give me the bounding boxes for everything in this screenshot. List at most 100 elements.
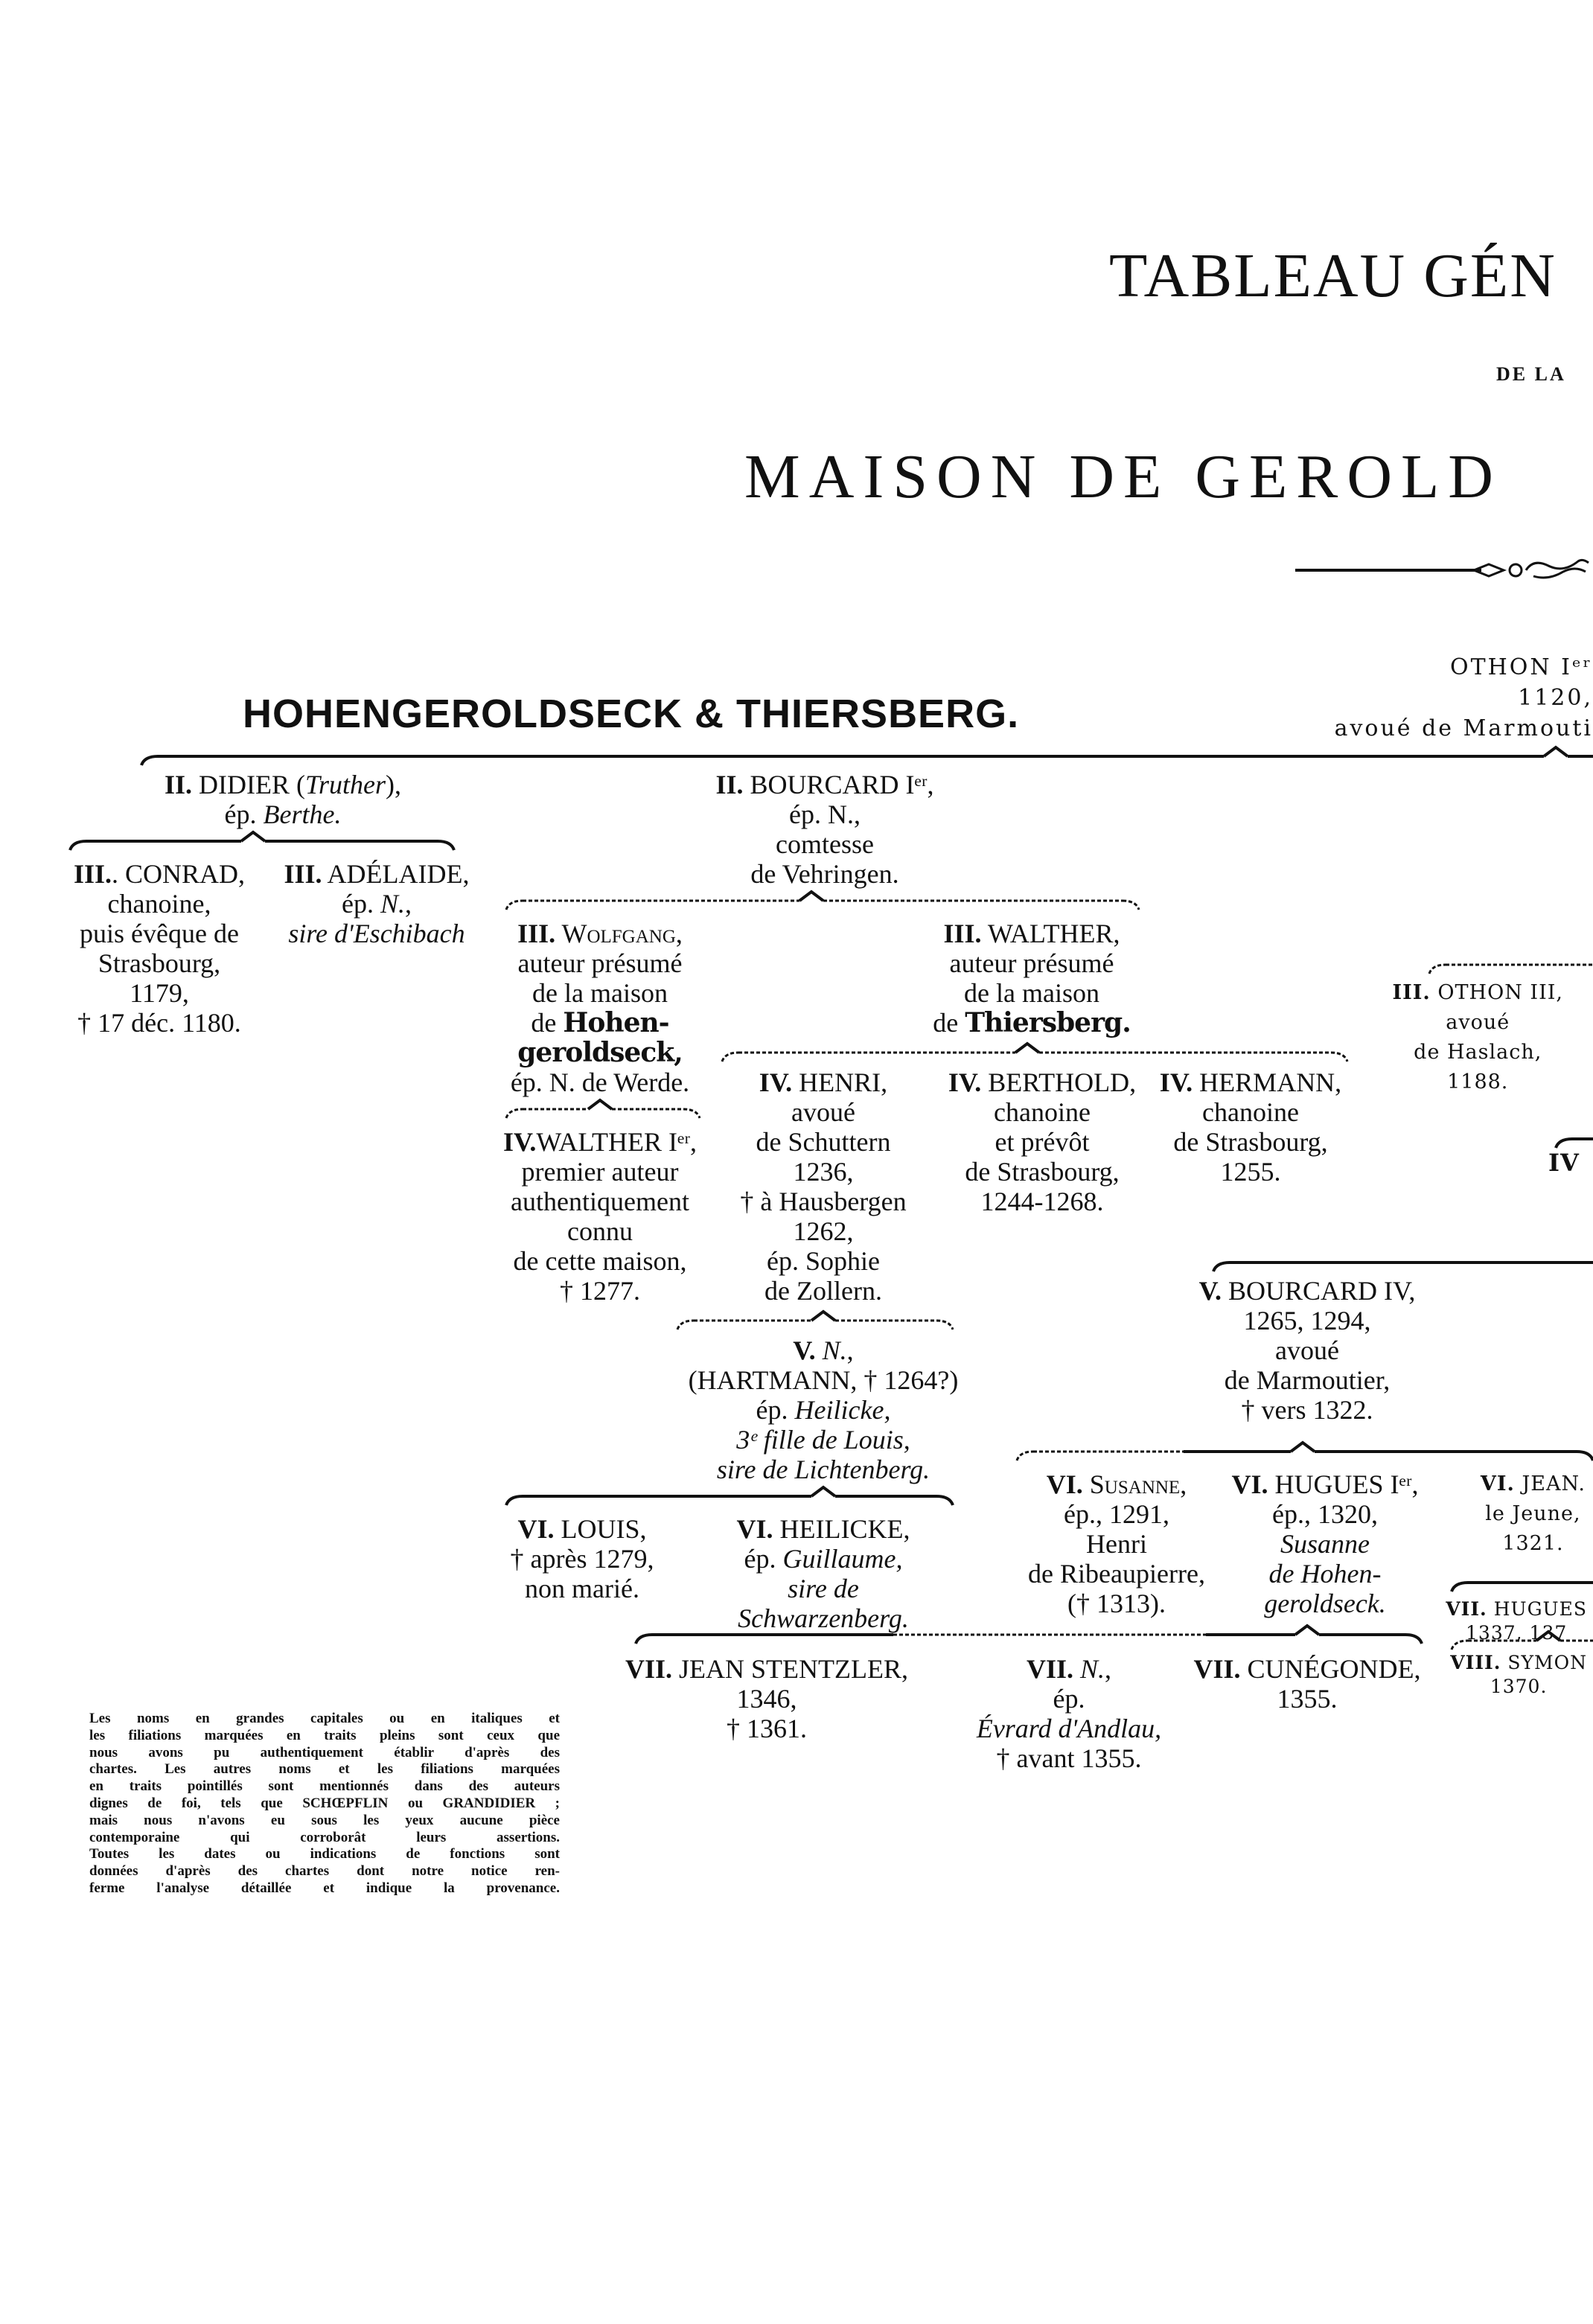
node-text: HEILICKE, xyxy=(773,1514,910,1544)
node-text: VI. xyxy=(1480,1472,1515,1495)
node-line: 1188. xyxy=(1447,1070,1509,1094)
title-connector: DE LA xyxy=(1496,363,1566,385)
node-text: ép. xyxy=(224,799,264,829)
node-line: ép. Heilicke, xyxy=(689,1395,959,1425)
bracket-vii-peak xyxy=(1294,1624,1321,1636)
node-line: ép. N., xyxy=(284,889,470,919)
node-line: ép. Sophie xyxy=(767,1246,880,1276)
node-text: DIDIER ( xyxy=(192,770,305,799)
bracket-henri-end xyxy=(676,1319,695,1330)
bracket-vn-end xyxy=(505,1495,523,1506)
node-line: premier auteur xyxy=(521,1157,679,1187)
node-text: OTHON III, xyxy=(1430,981,1563,1004)
node-text: Hohen- xyxy=(563,1007,669,1038)
node-text: ép. xyxy=(756,1395,795,1425)
node-line: authentiquement xyxy=(511,1187,689,1216)
node-line: VI. JEAN. xyxy=(1481,1469,1586,1499)
node-line: de la maison xyxy=(532,978,668,1008)
node-line: ép. Guillaume, xyxy=(737,1544,910,1574)
node-text: IV. xyxy=(1159,1067,1193,1097)
bracket-henri-end xyxy=(936,1319,954,1330)
node-text: HUGUES Iᵉʳ, xyxy=(1268,1469,1419,1499)
bracket-vii-end xyxy=(634,1633,653,1644)
node-line: † 17 déc. 1180. xyxy=(77,1008,241,1038)
node-line: ép. N., xyxy=(789,799,861,829)
node-line: connu xyxy=(567,1216,633,1246)
node-didier: II. DIDIER (Truther), ép. Berthe. xyxy=(165,770,401,829)
node-line: VII. JEAN STENTZLER, xyxy=(625,1654,908,1684)
node-line: puis évêque de xyxy=(80,919,239,948)
footnote-line: ferme l'analyse détaillée et indique la … xyxy=(89,1880,560,1896)
page-title: TABLEAU GÉN xyxy=(1109,241,1557,310)
node-line: 1236, xyxy=(793,1157,854,1187)
node-text: , xyxy=(846,1335,854,1365)
node-line: de Zollern. xyxy=(764,1276,882,1306)
bracket-bourcard4-peak xyxy=(1289,1440,1316,1453)
node-louis: VI. LOUIS, † après 1279, non marié. xyxy=(511,1514,654,1603)
ornament-diamond xyxy=(1470,563,1507,578)
node-line: VI. LOUIS, xyxy=(511,1514,654,1544)
node-text xyxy=(816,1335,823,1365)
node-line: IV. BERTHOLD, xyxy=(948,1067,1136,1097)
node-hermann: IV. HERMANN, chanoine de Strasbourg, 1255. xyxy=(1160,1067,1341,1187)
node-text: sire de xyxy=(788,1574,859,1603)
bracket-didier-end xyxy=(68,840,87,851)
node-line: sire d'Eschibach xyxy=(284,919,470,948)
node-text: VII. xyxy=(625,1654,673,1684)
node-line: (HARTMANN, † 1264?) xyxy=(688,1365,959,1395)
node-line: III.. CONRAD, xyxy=(74,859,245,889)
node-line: de Thiersberg. xyxy=(933,1008,1131,1038)
node-line: auteur présumé xyxy=(517,948,683,978)
node-line: de cette maison, xyxy=(513,1246,687,1276)
bracket-walther-peak xyxy=(1014,1041,1041,1054)
node-line: VI. HUGUES Iᵉʳ, xyxy=(1231,1469,1418,1499)
node-line: Henri xyxy=(1086,1529,1147,1559)
node-line: le Jeune, xyxy=(1485,1502,1581,1525)
node-line: 1265, 1294, xyxy=(1243,1306,1371,1335)
node-line: 1355. xyxy=(1277,1684,1338,1714)
node-text: Truther xyxy=(304,770,386,799)
node-line: de Schuttern xyxy=(756,1127,891,1157)
bracket-symon-end xyxy=(1450,1639,1469,1650)
node-line: de Ribeaupierre, xyxy=(1028,1559,1205,1589)
node-text: BOURCARD Iᵉʳ, xyxy=(743,770,934,799)
node-text: N. xyxy=(1080,1654,1105,1684)
node-text: II. xyxy=(164,770,193,799)
node-line: III. Wolfgang, xyxy=(511,919,689,948)
node-line: († 1313). xyxy=(1067,1589,1166,1618)
node-line: chanoine xyxy=(1202,1097,1299,1127)
node-jean-stentzler: VII. JEAN STENTZLER, 1346, † 1361. xyxy=(625,1654,908,1743)
node-wolfgang: III. Wolfgang, auteur présumé de la maison… xyxy=(511,919,689,1097)
node-line: ép., 1291, xyxy=(1064,1499,1169,1529)
footnote-line: chartes. Les autres noms et les filiatio… xyxy=(89,1761,560,1778)
node-text: CUNÉGONDE, xyxy=(1240,1654,1421,1684)
node-text: Wolfgang, xyxy=(555,919,683,948)
bracket-main-end xyxy=(140,755,159,766)
node-text: WALTHER, xyxy=(981,919,1120,948)
node-line: geroldseck, xyxy=(511,1038,689,1067)
node-text: geroldseck. xyxy=(1264,1589,1386,1618)
footnote-line: dignes de foi, tels que SCHŒPFLIN ou GRA… xyxy=(89,1795,560,1811)
ornament-scroll xyxy=(1525,558,1589,579)
node-line: de Hohen- xyxy=(511,1008,689,1038)
node-line: † vers 1322. xyxy=(1241,1395,1373,1425)
node-text: III. xyxy=(943,919,982,948)
node-line: Évrard d'Andlau, xyxy=(977,1714,1161,1743)
node-walther-3: III. WALTHER, auteur présumé de la maison d… xyxy=(933,919,1131,1038)
node-text: Berthe. xyxy=(263,799,342,829)
node-line: de Strasbourg, xyxy=(965,1157,1120,1187)
node-hugues-1: VI. HUGUES Iᵉʳ, ép., 1320, Susanne de Hohen… xyxy=(1231,1469,1418,1618)
bracket-vii-end xyxy=(1405,1633,1423,1644)
node-berthold: IV. BERTHOLD, chanoine et prévôt de Strasbo… xyxy=(948,1067,1136,1216)
node-line: VII. HUGUES xyxy=(1446,1597,1587,1621)
node-line: Susanne xyxy=(1231,1529,1418,1559)
node-line: de Marmoutier, xyxy=(1224,1365,1391,1395)
node-line: † 1277. xyxy=(559,1276,640,1306)
node-line: VI. HEILICKE, xyxy=(737,1514,910,1544)
node-text: Susanne, xyxy=(1082,1469,1187,1499)
node-text: VII. xyxy=(1446,1598,1487,1620)
bracket-vn-peak xyxy=(810,1485,837,1498)
node-line: comtesse xyxy=(776,829,874,859)
footnote-line: les filiations marquées en traits pleins… xyxy=(89,1727,560,1743)
node-conrad: III.. CONRAD, chanoine, puis évêque de Stra… xyxy=(74,859,245,1038)
